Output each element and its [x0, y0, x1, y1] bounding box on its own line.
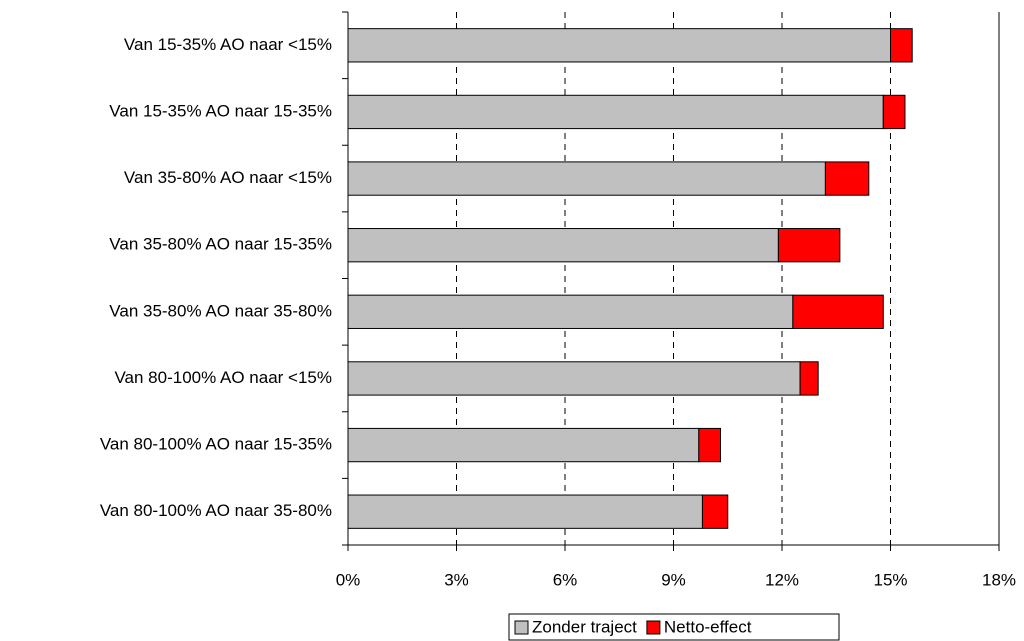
- bar-segment: [890, 28, 913, 63]
- bar-segment: [347, 494, 703, 529]
- x-tick-label: 12%: [765, 570, 799, 589]
- x-tick-label: 6%: [553, 570, 578, 589]
- y-tick-label: Van 15-35% AO naar 15-35%: [109, 101, 332, 120]
- bar-segment: [347, 294, 794, 329]
- y-tick-label: Van 35-80% AO naar 15-35%: [109, 235, 332, 254]
- legend-swatch: [646, 620, 661, 635]
- bar-segment: [882, 94, 906, 130]
- bar-segment: [347, 361, 801, 396]
- bar-segment: [698, 427, 722, 463]
- bar-segment: [347, 427, 700, 463]
- y-tick-label: Van 15-35% AO naar <15%: [124, 35, 332, 54]
- x-tick-label: 18%: [982, 570, 1016, 589]
- y-tick-label: Van 80-100% AO naar 15-35%: [100, 435, 332, 454]
- bar-segment: [347, 94, 884, 130]
- x-tick-label: 9%: [661, 570, 686, 589]
- bar-segment: [701, 494, 729, 529]
- bar-segment: [777, 228, 841, 263]
- y-tick-label: Van 35-80% AO naar <15%: [124, 168, 332, 187]
- x-tick-label: 0%: [336, 570, 361, 589]
- bar-segment: [347, 161, 826, 196]
- x-tick-label: 15%: [873, 570, 907, 589]
- bar-segment: [347, 28, 891, 63]
- legend-label: Netto-effect: [664, 617, 752, 636]
- legend-label: Zonder traject: [532, 617, 637, 636]
- y-tick-label: Van 80-100% AO naar 35-80%: [100, 501, 332, 520]
- bar-segment: [799, 361, 819, 396]
- y-tick-label: Van 80-100% AO naar <15%: [114, 368, 332, 387]
- bar-segment: [824, 161, 870, 196]
- x-tick-label: 3%: [444, 570, 469, 589]
- legend-box: [508, 613, 840, 641]
- y-tick-label: Van 35-80% AO naar 35-80%: [109, 301, 332, 320]
- bar-segment: [792, 294, 884, 329]
- bar-segment: [347, 228, 779, 263]
- legend-swatch: [514, 620, 529, 635]
